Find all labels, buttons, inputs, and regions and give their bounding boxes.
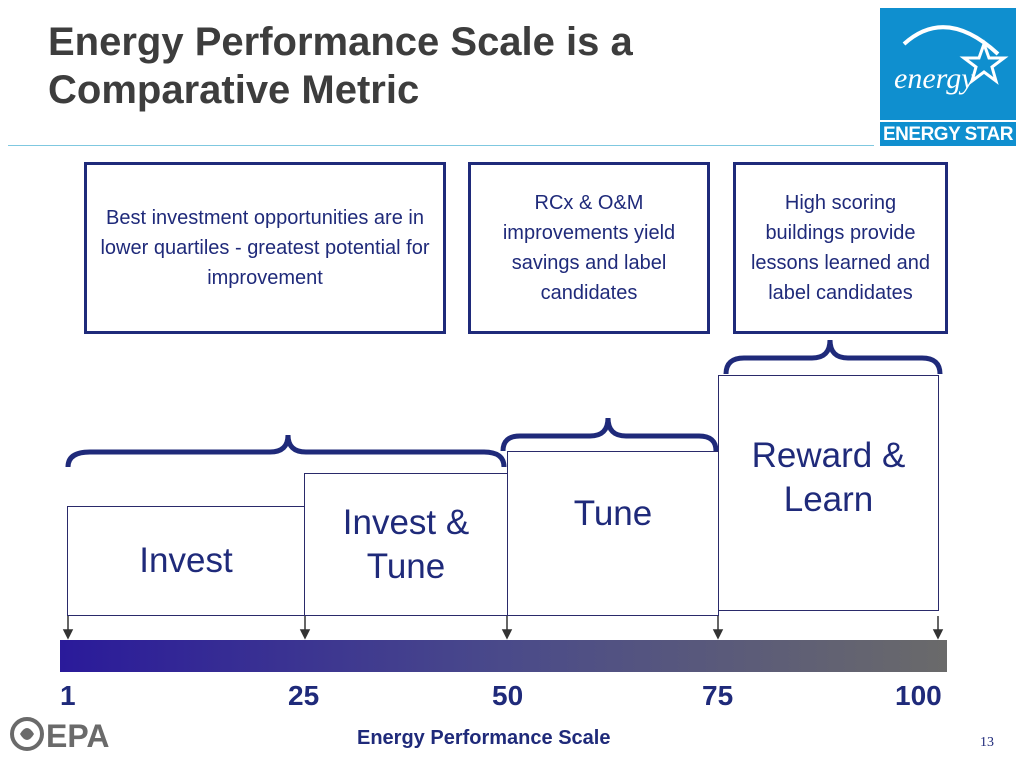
energy-star-label: ENERGY STAR xyxy=(883,124,1014,145)
energy-script-text: energy xyxy=(894,62,975,95)
note-reward: High scoring buildings provide lessons l… xyxy=(733,162,948,334)
epa-emblem-icon xyxy=(10,717,44,751)
tick-label-25: 25 xyxy=(288,680,320,711)
tier-invest: Invest xyxy=(67,506,305,616)
tick-label-50: 50 xyxy=(492,680,524,711)
tick-label-75: 75 xyxy=(702,680,734,711)
tier-invest-tune: Invest & Tune xyxy=(304,473,508,616)
energy-star-icon: energy xyxy=(894,25,1009,95)
brace-reward xyxy=(723,339,943,375)
note-invest: Best investment opportunities are in low… xyxy=(84,162,446,334)
tick-arrow-25 xyxy=(299,629,311,640)
performance-scale-bar xyxy=(60,640,947,672)
epa-logo-text: EPA xyxy=(46,718,109,754)
brace-invest xyxy=(65,434,507,468)
note-tune: RCx & O&M improvements yield savings and… xyxy=(468,162,710,334)
tier-reward-learn: Reward & Learn xyxy=(718,375,939,611)
tick-arrow-1 xyxy=(62,629,74,640)
tick-label-1: 1 xyxy=(60,680,76,711)
tick-arrow-100 xyxy=(932,629,944,640)
brace-tune xyxy=(500,417,719,452)
tier-tune: Tune xyxy=(507,451,719,616)
tick-label-100: 100 xyxy=(895,680,942,711)
tick-arrow-50 xyxy=(501,629,513,640)
page-number: 13 xyxy=(980,735,994,750)
slide-title: Energy Performance Scale is a Comparativ… xyxy=(48,20,633,112)
scale-axis-label: Energy Performance Scale xyxy=(357,727,611,749)
energy-star-logo: energy ENERGY STAR xyxy=(880,8,1016,146)
tick-arrow-75 xyxy=(712,629,724,640)
title-divider xyxy=(8,145,874,146)
logo-divider xyxy=(880,120,1016,122)
epa-logo: EPA xyxy=(10,717,109,754)
